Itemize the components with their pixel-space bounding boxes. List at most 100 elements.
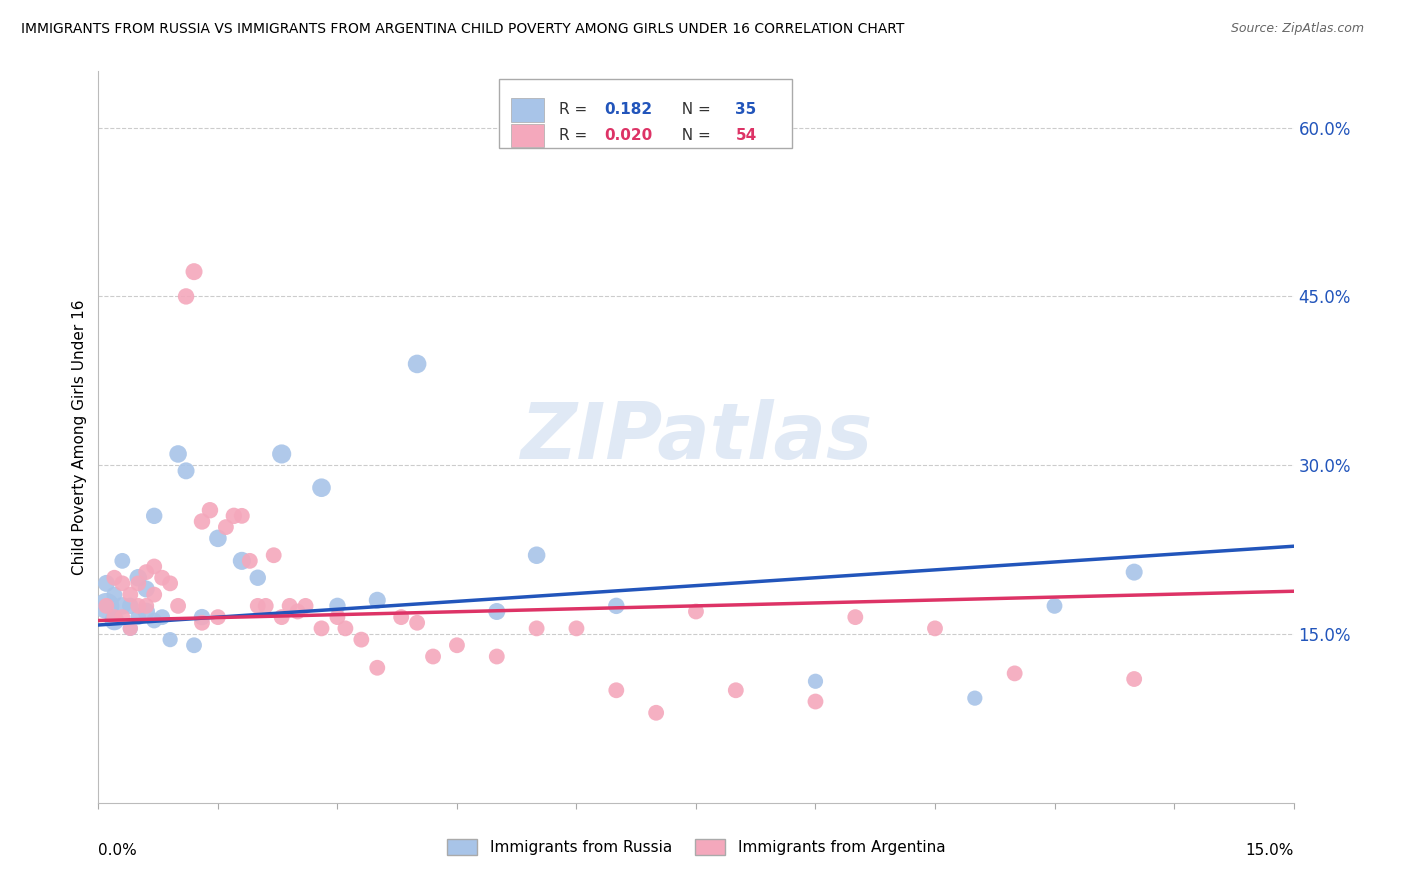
Point xyxy=(143,614,166,628)
Point xyxy=(167,599,190,613)
Point xyxy=(246,599,269,613)
Point xyxy=(1004,666,1026,681)
Point xyxy=(159,576,181,591)
Point xyxy=(127,599,149,613)
Point xyxy=(96,576,118,591)
Point xyxy=(174,289,197,303)
Point xyxy=(174,464,197,478)
Text: 0.020: 0.020 xyxy=(605,128,652,143)
Point xyxy=(406,615,429,630)
Text: 0.0%: 0.0% xyxy=(98,843,138,858)
Point xyxy=(485,605,508,619)
Point xyxy=(183,638,205,652)
Point xyxy=(127,576,149,591)
Point xyxy=(844,610,866,624)
Point xyxy=(159,632,181,647)
Point xyxy=(135,582,157,596)
Point xyxy=(127,610,149,624)
Point xyxy=(111,554,134,568)
Point xyxy=(1043,599,1066,613)
Point xyxy=(191,615,214,630)
Point xyxy=(605,599,627,613)
Point xyxy=(120,588,142,602)
Point xyxy=(366,661,388,675)
Point xyxy=(103,610,125,624)
Bar xyxy=(510,124,544,147)
Bar xyxy=(510,98,544,121)
Text: R =: R = xyxy=(558,103,592,118)
Point xyxy=(645,706,668,720)
Point xyxy=(96,599,118,613)
Point xyxy=(143,559,166,574)
Point xyxy=(222,508,245,523)
Point xyxy=(804,694,827,708)
Point xyxy=(191,610,214,624)
Point xyxy=(103,614,125,628)
Point xyxy=(207,610,229,624)
Y-axis label: Child Poverty Among Girls Under 16: Child Poverty Among Girls Under 16 xyxy=(72,300,87,574)
Point xyxy=(270,447,292,461)
Point xyxy=(263,548,285,562)
Point xyxy=(120,621,142,635)
Point xyxy=(231,554,253,568)
Point xyxy=(287,605,309,619)
Point xyxy=(335,621,357,635)
Point xyxy=(605,683,627,698)
Text: ZIPatlas: ZIPatlas xyxy=(520,399,872,475)
Point xyxy=(406,357,429,371)
Point xyxy=(724,683,747,698)
Point xyxy=(326,610,349,624)
Point xyxy=(350,632,373,647)
Point xyxy=(1123,565,1146,579)
Point xyxy=(565,621,588,635)
Legend: Immigrants from Russia, Immigrants from Argentina: Immigrants from Russia, Immigrants from … xyxy=(440,833,952,861)
Point xyxy=(311,621,333,635)
Text: 35: 35 xyxy=(735,103,756,118)
Point xyxy=(183,265,205,279)
Point xyxy=(1123,672,1146,686)
Point xyxy=(485,649,508,664)
Point xyxy=(103,588,125,602)
Text: N =: N = xyxy=(672,103,716,118)
Point xyxy=(294,599,316,613)
Point xyxy=(526,621,548,635)
Point xyxy=(278,599,301,613)
Point xyxy=(963,691,986,706)
Point xyxy=(143,588,166,602)
Point xyxy=(239,554,262,568)
Point xyxy=(526,548,548,562)
Text: R =: R = xyxy=(558,128,592,143)
Point xyxy=(120,621,142,635)
Text: Source: ZipAtlas.com: Source: ZipAtlas.com xyxy=(1230,22,1364,36)
Point xyxy=(422,649,444,664)
Text: 54: 54 xyxy=(735,128,756,143)
Point xyxy=(198,503,221,517)
Point xyxy=(215,520,238,534)
Point xyxy=(120,599,142,613)
Point xyxy=(311,481,333,495)
Point xyxy=(804,674,827,689)
Point xyxy=(167,447,190,461)
Point xyxy=(191,515,214,529)
Text: IMMIGRANTS FROM RUSSIA VS IMMIGRANTS FROM ARGENTINA CHILD POVERTY AMONG GIRLS UN: IMMIGRANTS FROM RUSSIA VS IMMIGRANTS FRO… xyxy=(21,22,904,37)
Text: 0.182: 0.182 xyxy=(605,103,652,118)
Point xyxy=(111,599,134,613)
Text: 15.0%: 15.0% xyxy=(1246,843,1294,858)
FancyBboxPatch shape xyxy=(499,78,792,148)
Point xyxy=(111,610,134,624)
Point xyxy=(111,576,134,591)
Point xyxy=(96,599,118,613)
Point xyxy=(389,610,412,624)
Point xyxy=(207,532,229,546)
Point xyxy=(254,599,277,613)
Point xyxy=(150,610,173,624)
Point xyxy=(135,605,157,619)
Point xyxy=(446,638,468,652)
Point xyxy=(231,508,253,523)
Point xyxy=(150,571,173,585)
Point xyxy=(326,599,349,613)
Point xyxy=(924,621,946,635)
Point xyxy=(127,571,149,585)
Point xyxy=(103,571,125,585)
Point xyxy=(135,599,157,613)
